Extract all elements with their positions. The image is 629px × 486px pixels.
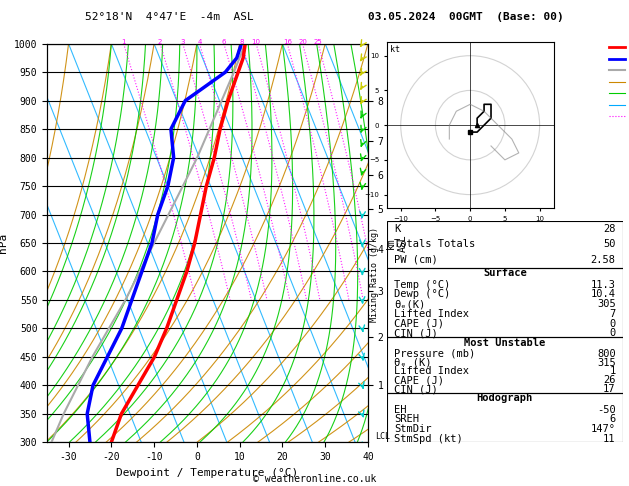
Text: -50: -50 xyxy=(597,404,616,415)
Text: 0: 0 xyxy=(610,329,616,338)
Text: 26: 26 xyxy=(603,375,616,385)
Text: Dewp (°C): Dewp (°C) xyxy=(394,289,450,299)
Text: PW (cm): PW (cm) xyxy=(394,255,438,265)
Text: 4: 4 xyxy=(198,39,202,45)
X-axis label: Dewpoint / Temperature (°C): Dewpoint / Temperature (°C) xyxy=(116,468,299,478)
Text: Hodograph: Hodograph xyxy=(477,393,533,403)
Y-axis label: km
ASL: km ASL xyxy=(386,234,408,252)
Text: 11.3: 11.3 xyxy=(591,279,616,290)
Text: Temp (°C): Temp (°C) xyxy=(394,279,450,290)
Text: EH: EH xyxy=(394,404,406,415)
Text: 10: 10 xyxy=(252,39,260,45)
Text: 315: 315 xyxy=(597,358,616,367)
Text: 17: 17 xyxy=(603,384,616,394)
Text: 2: 2 xyxy=(158,39,162,45)
Text: StmDir: StmDir xyxy=(394,424,431,434)
Legend: Temperature, Dewpoint, Parcel Trajectory, Dry Adiabat, Wet Adiabat, Isotherm, Mi: Temperature, Dewpoint, Parcel Trajectory… xyxy=(605,40,629,124)
Text: 800: 800 xyxy=(597,349,616,359)
Text: StmSpd (kt): StmSpd (kt) xyxy=(394,434,463,444)
Bar xyxy=(387,221,623,268)
Text: 16: 16 xyxy=(283,39,292,45)
Text: SREH: SREH xyxy=(394,414,419,424)
Text: 7: 7 xyxy=(610,309,616,319)
Text: 147°: 147° xyxy=(591,424,616,434)
Text: 6: 6 xyxy=(221,39,226,45)
Y-axis label: hPa: hPa xyxy=(0,233,8,253)
Text: LCL: LCL xyxy=(375,432,390,441)
Text: 305: 305 xyxy=(597,299,616,309)
Text: 2.58: 2.58 xyxy=(591,255,616,265)
Text: CAPE (J): CAPE (J) xyxy=(394,319,444,329)
Text: θₑ (K): θₑ (K) xyxy=(394,358,431,367)
Text: 50: 50 xyxy=(603,239,616,249)
Text: 25: 25 xyxy=(314,39,323,45)
Text: 6: 6 xyxy=(610,414,616,424)
Text: © weatheronline.co.uk: © weatheronline.co.uk xyxy=(253,473,376,484)
Text: 0: 0 xyxy=(610,319,616,329)
Text: CAPE (J): CAPE (J) xyxy=(394,375,444,385)
Text: Mixing Ratio (g/kg): Mixing Ratio (g/kg) xyxy=(370,227,379,322)
Text: 28: 28 xyxy=(603,224,616,234)
Text: Lifted Index: Lifted Index xyxy=(394,309,469,319)
Text: 52°18'N  4°47'E  -4m  ASL: 52°18'N 4°47'E -4m ASL xyxy=(86,12,254,22)
Text: 8: 8 xyxy=(240,39,244,45)
Text: 10.4: 10.4 xyxy=(591,289,616,299)
Bar xyxy=(387,337,623,393)
Text: Most Unstable: Most Unstable xyxy=(464,338,545,348)
Bar xyxy=(387,393,623,442)
Text: 11: 11 xyxy=(603,434,616,444)
Text: 1: 1 xyxy=(610,366,616,377)
Text: CIN (J): CIN (J) xyxy=(394,384,438,394)
Text: Pressure (mb): Pressure (mb) xyxy=(394,349,475,359)
Text: 3: 3 xyxy=(181,39,185,45)
Text: 1: 1 xyxy=(121,39,126,45)
Text: Surface: Surface xyxy=(483,268,526,278)
Text: 20: 20 xyxy=(298,39,307,45)
Text: kt: kt xyxy=(391,45,400,54)
Text: Totals Totals: Totals Totals xyxy=(394,239,475,249)
Text: Lifted Index: Lifted Index xyxy=(394,366,469,377)
Bar xyxy=(387,268,623,337)
Text: CIN (J): CIN (J) xyxy=(394,329,438,338)
Text: θₑ(K): θₑ(K) xyxy=(394,299,425,309)
Text: 03.05.2024  00GMT  (Base: 00): 03.05.2024 00GMT (Base: 00) xyxy=(367,12,564,22)
Text: K: K xyxy=(394,224,400,234)
